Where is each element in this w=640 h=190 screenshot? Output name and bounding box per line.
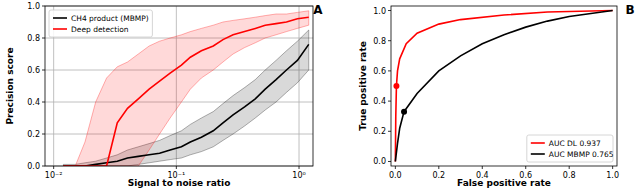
highlight-point (401, 109, 407, 115)
tick (388, 101, 391, 102)
tick-label: 1.0 (606, 171, 619, 180)
axis-label: True positive rate (358, 41, 368, 131)
tick-label: 0.8 (373, 37, 386, 46)
legend-swatch (53, 28, 67, 30)
frame (391, 6, 617, 166)
tick-label: 1.0 (373, 7, 386, 16)
legend-box (527, 135, 613, 162)
tick (388, 40, 391, 41)
panel-label: A (313, 3, 323, 17)
legend: CH4 product (MBMP) Deep detection (49, 10, 152, 37)
tick (482, 166, 483, 169)
tick (388, 10, 391, 11)
legend-label: AUC MBMP 0.765 (549, 150, 614, 159)
series-line (395, 11, 612, 162)
legend-label: Deep detection (71, 25, 129, 34)
tick (42, 38, 45, 39)
tick-label: 0.2 (432, 171, 445, 180)
tick-label: 0.4 (27, 98, 40, 107)
tick-label: 0.4 (373, 97, 386, 106)
figure: 10⁻²10⁻¹10⁰0.00.20.40.60.81.0Signal to n… (0, 0, 640, 190)
tick-label: 0.0 (389, 171, 402, 180)
tick (42, 70, 45, 71)
tick (395, 166, 396, 169)
tick (612, 166, 613, 169)
tick (299, 166, 300, 169)
tick-label: 0.2 (373, 127, 386, 136)
plot-area (393, 11, 612, 162)
panel: 0.00.20.40.60.81.00.00.20.40.60.81.0Fals… (358, 3, 635, 188)
tick (42, 102, 45, 103)
tick-label: 10⁻² (45, 171, 63, 180)
tick (176, 166, 177, 169)
series-line (63, 44, 308, 166)
axis-label: Precision score (5, 47, 15, 124)
tick (388, 70, 391, 71)
grid-line (299, 6, 300, 166)
tick (438, 166, 439, 169)
axis-label: Signal to noise ratio (128, 178, 231, 188)
panel: 10⁻²10⁻¹10⁰0.00.20.40.60.81.0Signal to n… (5, 2, 323, 188)
tick (569, 166, 570, 169)
axis-label: False positive rate (457, 178, 551, 188)
series-line (63, 17, 308, 166)
legend-label: AUC DL 0.937 (549, 139, 601, 148)
panel-label: B (625, 3, 634, 17)
tick (525, 166, 526, 169)
tick-label: 0.8 (27, 34, 40, 43)
legend-box (49, 10, 152, 37)
series-line (395, 11, 612, 162)
legend-swatch (531, 153, 545, 155)
tick-label: 0.6 (373, 67, 386, 76)
tick (42, 134, 45, 135)
tick-label: 0.6 (27, 66, 40, 75)
tick-label: 0.0 (27, 162, 40, 171)
legend: AUC DL 0.937 AUC MBMP 0.765 (527, 135, 614, 162)
tick (42, 6, 45, 7)
tick-label: 0.8 (563, 171, 576, 180)
tick (53, 166, 54, 169)
tick (388, 161, 391, 162)
legend-swatch (531, 142, 545, 144)
tick-label: 1.0 (27, 2, 40, 11)
frame (45, 6, 313, 166)
highlight-point (393, 83, 399, 89)
legend-swatch (53, 17, 67, 19)
tick-label: 10⁰ (292, 171, 305, 180)
tick-label: 0.2 (27, 130, 40, 139)
legend-label: CH4 product (MBMP) (71, 14, 149, 23)
tick (42, 166, 45, 167)
tick (388, 131, 391, 132)
tick-label: 0.0 (373, 157, 386, 166)
